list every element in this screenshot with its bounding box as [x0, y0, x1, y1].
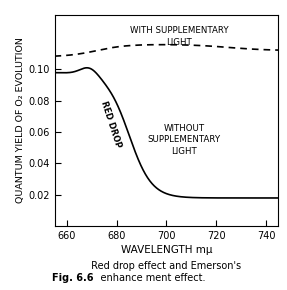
Text: Fig. 6.6: Fig. 6.6 [52, 273, 93, 283]
X-axis label: WAVELENGTH mμ: WAVELENGTH mμ [121, 245, 212, 255]
Text: WITH SUPPLEMENTARY
LIGHT: WITH SUPPLEMENTARY LIGHT [130, 26, 228, 47]
Y-axis label: QUANTUM YIELD OF O₂ EVOLUTION: QUANTUM YIELD OF O₂ EVOLUTION [16, 37, 25, 203]
Text: WITHOUT
SUPPLEMENTARY
LIGHT: WITHOUT SUPPLEMENTARY LIGHT [147, 124, 220, 156]
Text: Red drop effect and Emerson's
    enhance ment effect.: Red drop effect and Emerson's enhance me… [88, 261, 241, 283]
Text: RED DROP: RED DROP [99, 100, 122, 149]
